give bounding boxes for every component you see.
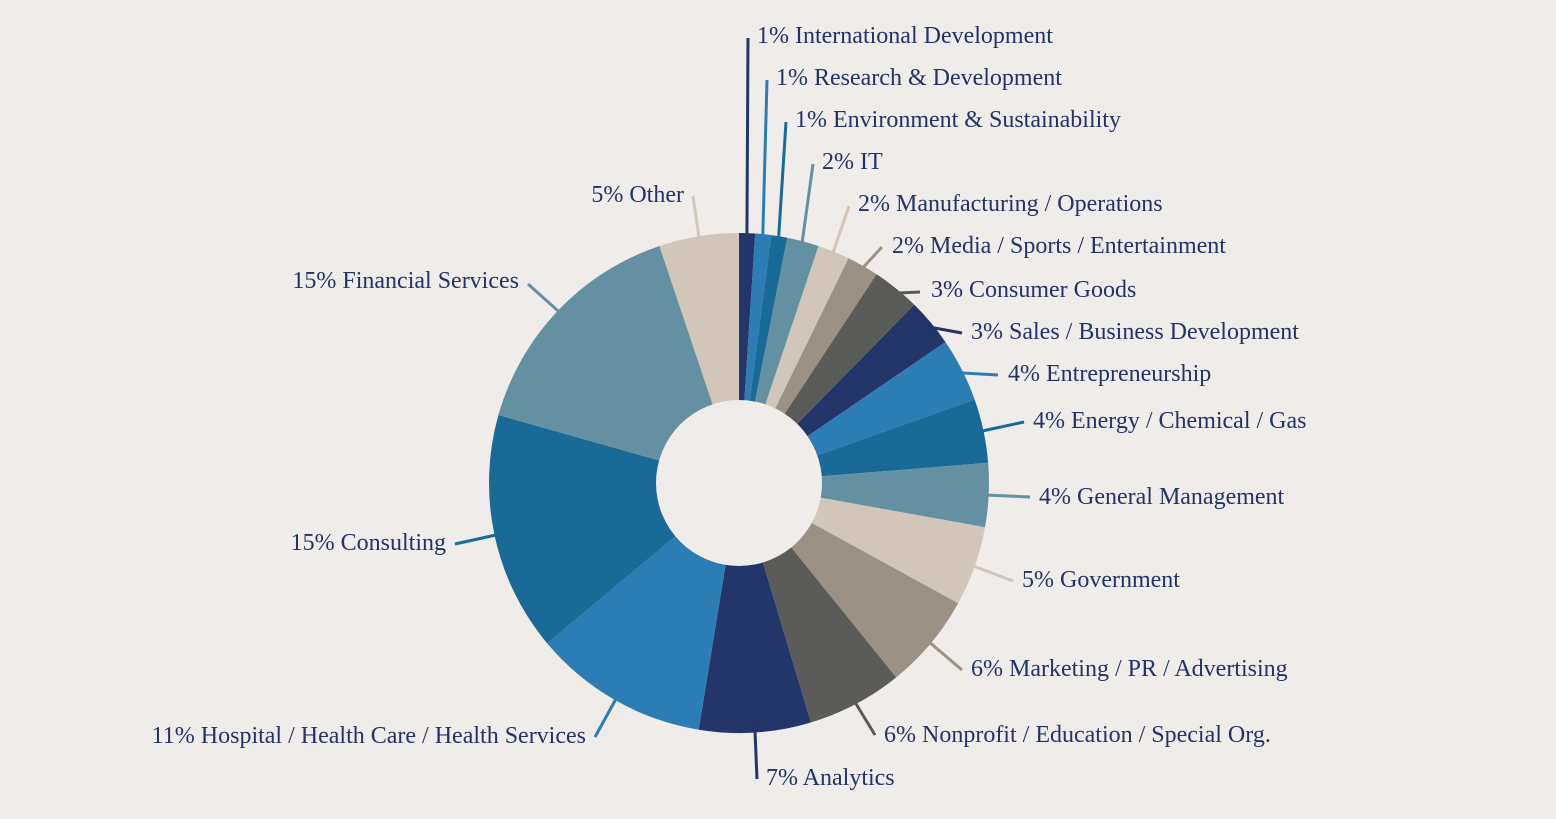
slice-label: 2% IT <box>822 149 883 175</box>
leader-line <box>925 638 963 672</box>
leader-line <box>830 205 851 258</box>
slice-label: 15% Consulting <box>291 530 446 556</box>
leader-line <box>800 163 815 248</box>
leader-line <box>753 726 759 780</box>
slice-label: 7% Analytics <box>766 765 895 791</box>
slice-label: 6% Marketing / PR / Advertising <box>971 656 1288 682</box>
slice-label: 1% International Development <box>757 23 1053 49</box>
slice-label: 6% Nonprofit / Education / Special Org. <box>884 722 1271 748</box>
slice-label: 5% Government <box>1022 567 1180 593</box>
slice-label: 4% Entrepreneurship <box>1008 361 1211 387</box>
leader-line <box>851 697 877 736</box>
leader-line <box>454 532 501 546</box>
leader-line <box>776 121 788 243</box>
leader-line <box>956 371 999 377</box>
leader-line <box>968 562 1014 583</box>
slice-label: 2% Media / Sports / Entertainment <box>892 233 1226 259</box>
leader-line <box>745 37 750 240</box>
slice-label: 4% General Management <box>1039 484 1285 510</box>
slice-analytics <box>698 483 811 733</box>
leader-line <box>593 694 620 738</box>
labels-group: 1% International Development 1% Research … <box>152 23 1307 791</box>
leader-line <box>761 79 769 241</box>
leader-line <box>691 195 702 243</box>
leader-line <box>526 282 564 316</box>
leader-line <box>892 290 921 295</box>
slice-label: 5% Other <box>591 182 684 208</box>
slice-label: 15% Financial Services <box>292 268 519 294</box>
leader-line <box>977 420 1025 434</box>
slice-label: 3% Consumer Goods <box>931 277 1136 303</box>
slice-financial-services <box>498 245 739 483</box>
slice-label: 1% Environment & Sustainability <box>795 107 1121 133</box>
slice-label: 3% Sales / Business Development <box>971 319 1299 345</box>
leader-line <box>982 493 1031 499</box>
donut-hole <box>656 400 822 566</box>
leader-line <box>858 245 884 273</box>
leader-lines-group <box>454 37 1031 780</box>
slice-label: 1% Research & Development <box>776 65 1062 91</box>
slice-label: 11% Hospital / Health Care / Health Serv… <box>152 723 586 749</box>
slice-label: 2% Manufacturing / Operations <box>858 191 1163 217</box>
leader-line <box>925 325 963 335</box>
slice-label: 4% Energy / Chemical / Gas <box>1033 408 1307 434</box>
